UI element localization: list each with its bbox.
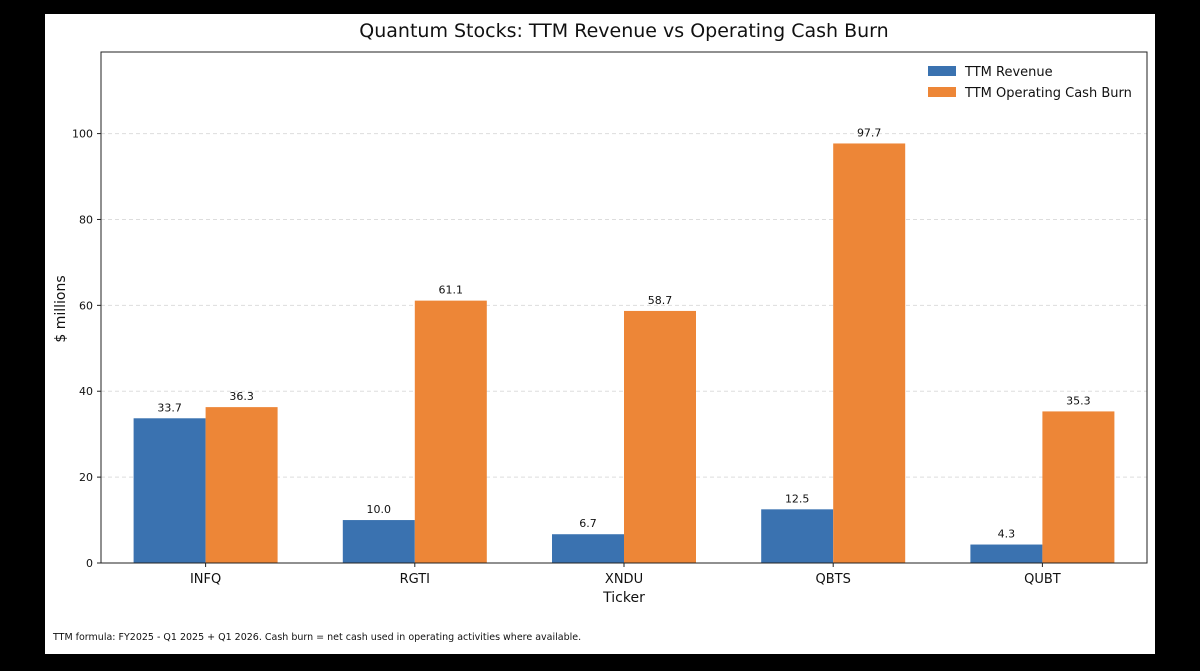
y-tick-label: 80 — [79, 213, 93, 226]
data-label: 35.3 — [1066, 394, 1091, 407]
bar-revenue-qbts — [761, 509, 834, 563]
legend-label: TTM Operating Cash Burn — [964, 86, 1132, 101]
y-tick-label: 60 — [79, 299, 93, 312]
y-axis-label: $ millions — [53, 275, 69, 342]
bar-cash-burn-infq — [205, 407, 278, 563]
data-label: 10.0 — [367, 503, 392, 516]
y-tick-label: 100 — [72, 128, 93, 141]
data-label: 97.7 — [857, 126, 882, 139]
data-label: 61.1 — [439, 284, 464, 297]
y-tick-label: 20 — [79, 471, 93, 484]
x-tick-label: XNDU — [605, 572, 643, 587]
x-tick-label: QUBT — [1024, 572, 1061, 587]
x-tick-label: QBTS — [816, 572, 851, 587]
y-tick-label: 40 — [79, 385, 93, 398]
bar-revenue-rgti — [342, 520, 415, 563]
legend-swatch — [928, 66, 956, 76]
data-label: 4.3 — [998, 528, 1016, 541]
footnote: TTM formula: FY2025 - Q1 2025 + Q1 2026.… — [53, 632, 582, 643]
x-axis-label: Ticker — [602, 590, 645, 606]
bar-cash-burn-rgti — [414, 300, 487, 563]
bar-cash-burn-qubt — [1042, 411, 1115, 563]
legend: TTM Revenue TTM Operating Cash Burn — [928, 65, 1132, 101]
legend-swatch — [928, 87, 956, 97]
y-tick-label: 0 — [86, 557, 93, 570]
x-tick-label: RGTI — [400, 572, 430, 587]
bar-cash-burn-xndu — [624, 310, 696, 563]
data-label: 33.7 — [157, 401, 182, 414]
bar-cash-burn-qbts — [833, 143, 906, 563]
bar-revenue-xndu — [552, 534, 624, 563]
bar-revenue-qubt — [970, 544, 1043, 563]
x-tick-label: INFQ — [190, 572, 221, 587]
data-label: 58.7 — [648, 294, 673, 307]
legend-label: TTM Revenue — [964, 65, 1053, 80]
data-label: 6.7 — [579, 517, 597, 530]
bar-revenue-infq — [133, 418, 206, 563]
chart-title: Quantum Stocks: TTM Revenue vs Operating… — [359, 20, 888, 42]
data-label: 12.5 — [785, 492, 810, 505]
data-label: 36.3 — [229, 390, 254, 403]
